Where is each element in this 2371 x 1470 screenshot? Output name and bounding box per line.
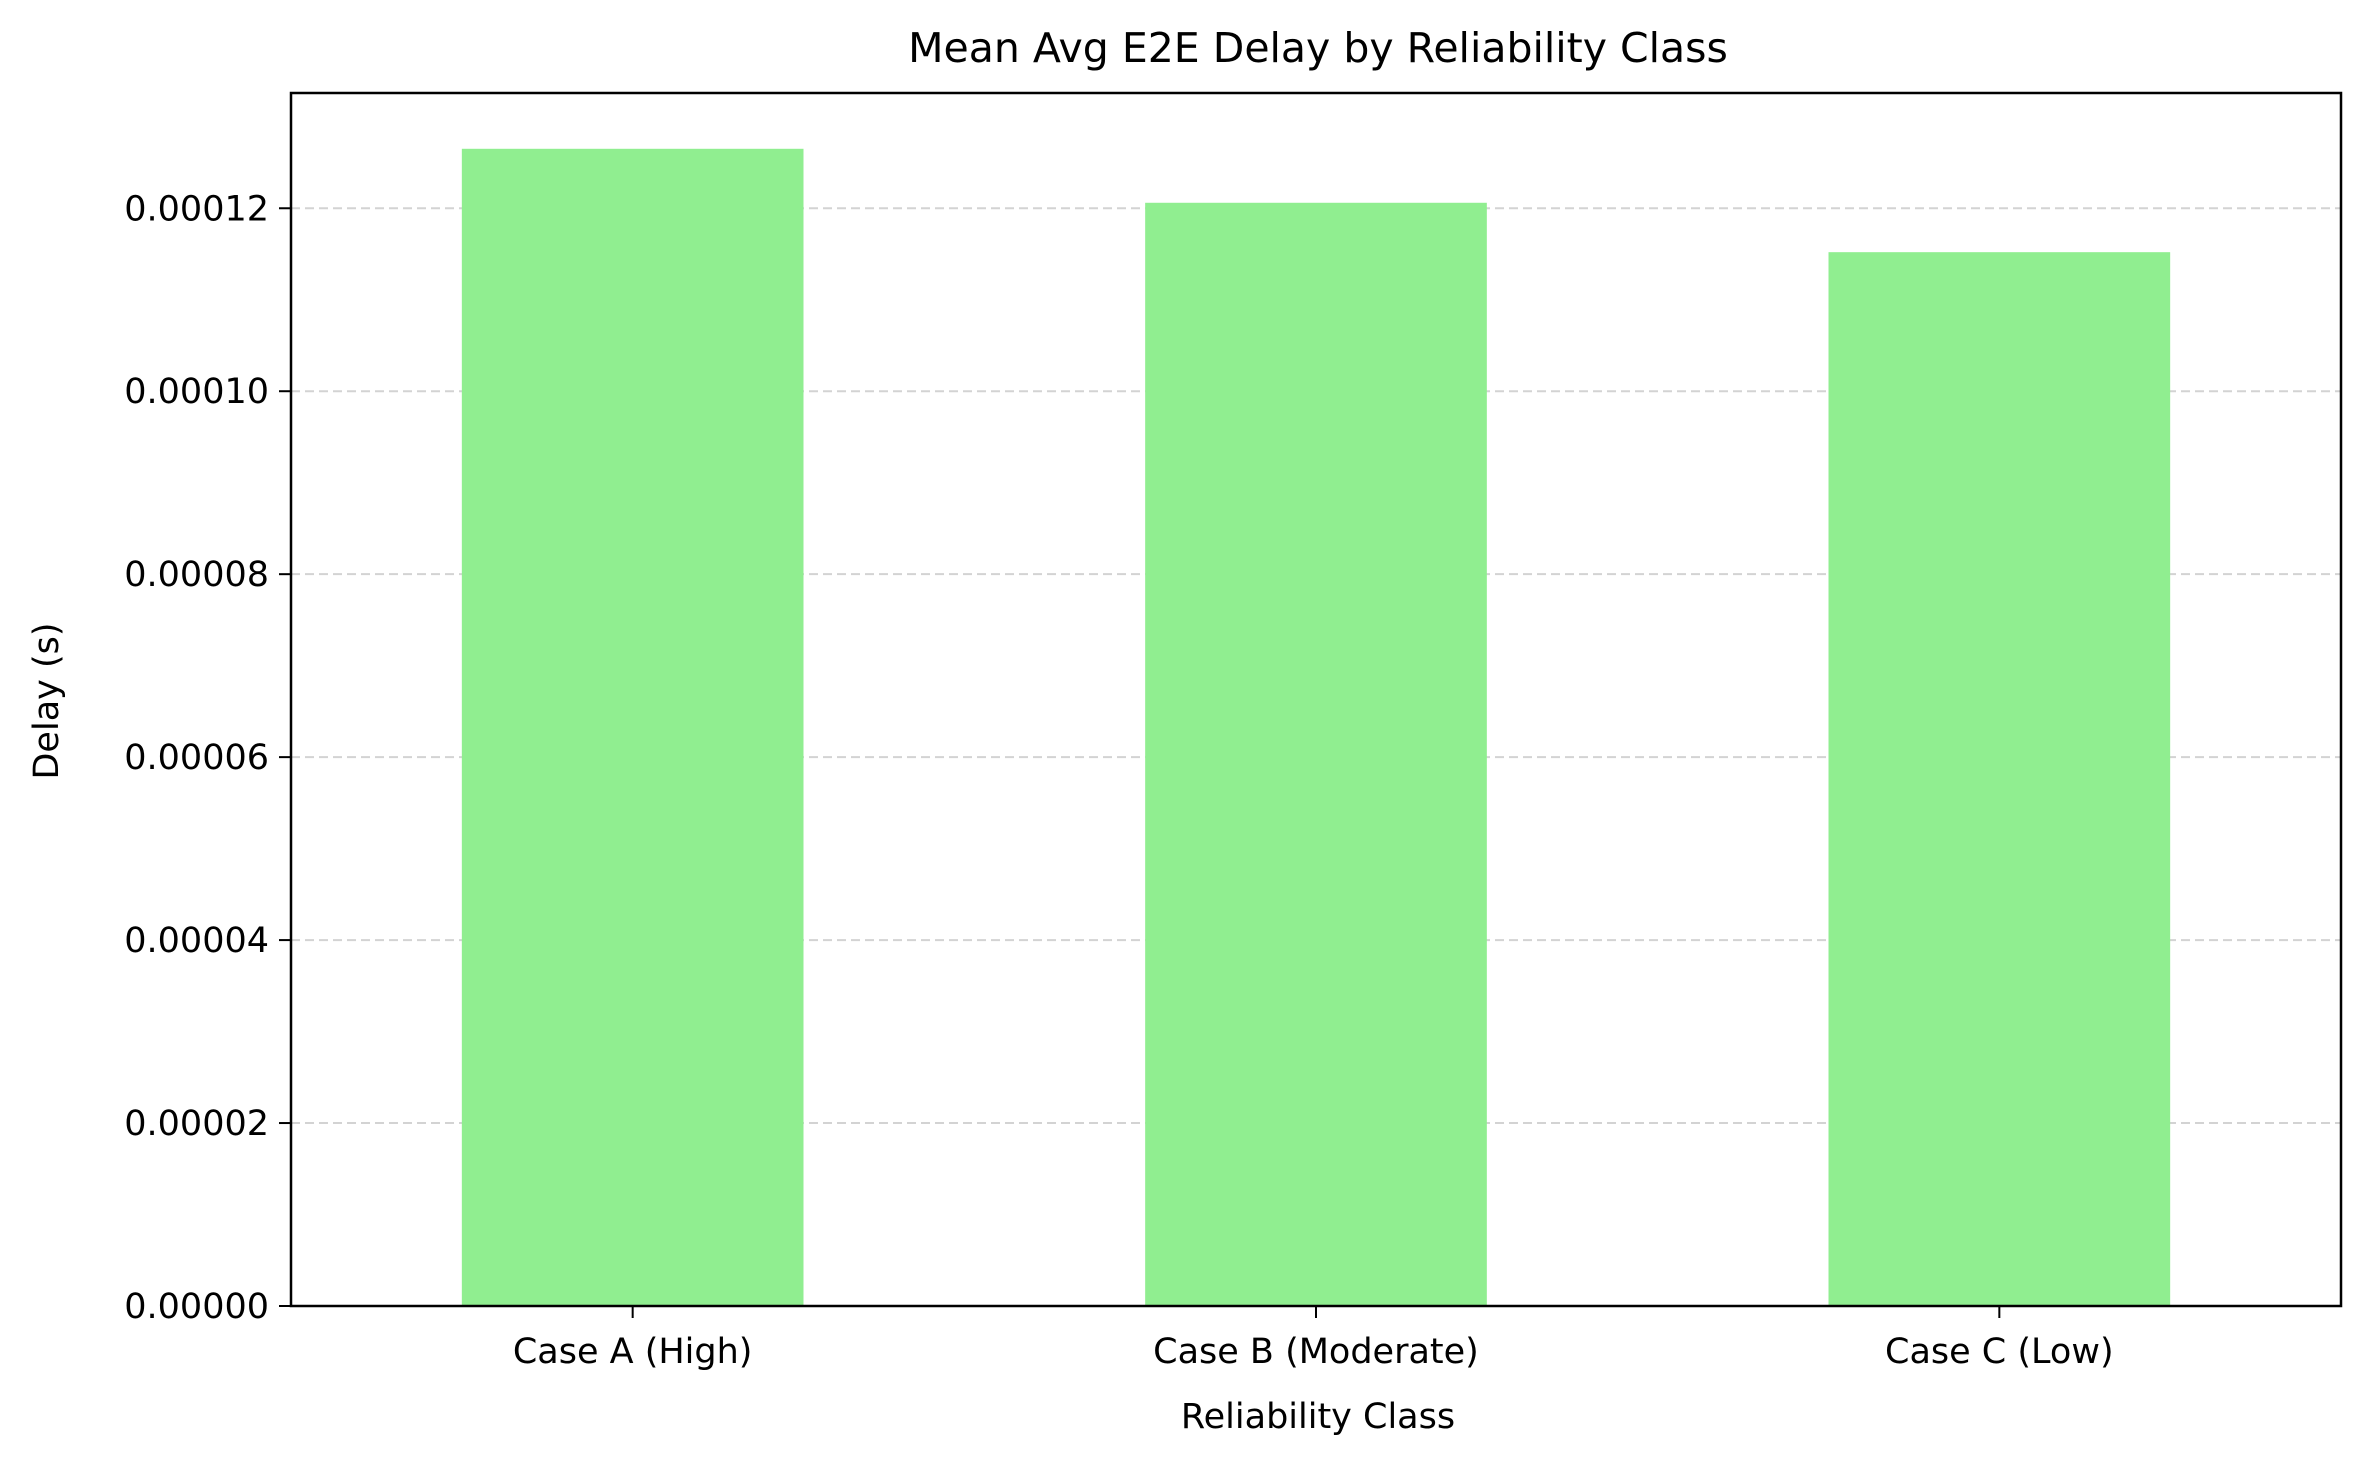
y-tick-label: 0.00012: [124, 189, 269, 229]
x-tick-label: Case C (Low): [1885, 1332, 2114, 1372]
y-axis-ticks: 0.00000 0.00002 0.00004 0.00006 0.00008 0.000…: [124, 189, 291, 1327]
x-axis-label: Reliability Class: [1181, 1397, 1455, 1437]
y-tick-label: 0.00010: [124, 372, 269, 412]
chart-title: Mean Avg E2E Delay by Reliability Class: [908, 24, 1728, 72]
y-tick-label: 0.00004: [124, 921, 269, 961]
y-tick-label: 0.00006: [124, 738, 269, 778]
bar-1: [461, 148, 804, 1307]
y-tick-label: 0.00002: [124, 1104, 269, 1144]
x-tick-label: Case A (High): [513, 1332, 753, 1372]
y-tick-label: 0.00008: [124, 555, 269, 595]
bar-3: [1828, 252, 2171, 1306]
y-axis-label: Delay (s): [27, 622, 67, 779]
bar-2: [1145, 202, 1487, 1306]
x-axis-ticks: Case A (High) Case B (Moderate) Case C (Lo…: [513, 1306, 2114, 1372]
bars: [461, 148, 2171, 1307]
y-tick-label: 0.00000: [124, 1287, 269, 1327]
x-tick-label: Case B (Moderate): [1153, 1332, 1479, 1372]
